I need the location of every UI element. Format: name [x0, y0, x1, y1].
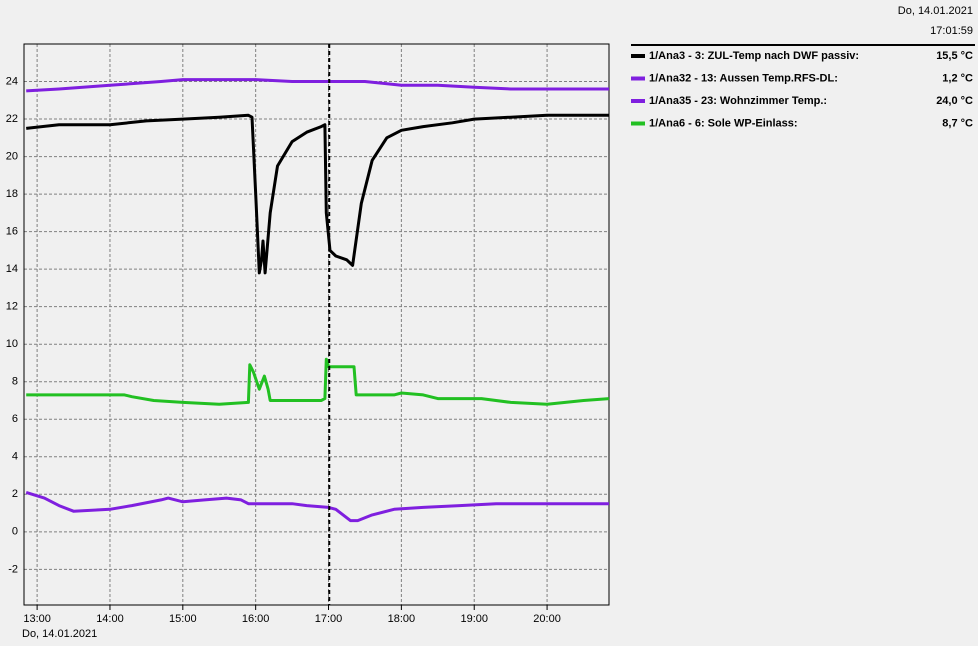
y-tick-label: 16: [6, 226, 18, 238]
x-tick-label: 17:00: [315, 613, 343, 625]
y-tick-label: 0: [12, 526, 18, 538]
header-date: Do, 14.01.2021: [898, 5, 973, 17]
legend-value: 24,0 °C: [936, 95, 973, 107]
series-line: [26, 78, 609, 93]
x-tick-label: 18:00: [388, 613, 416, 625]
legend-value: 15,5 °C: [936, 50, 973, 62]
series-line: [26, 113, 609, 275]
y-tick-label: 10: [6, 338, 18, 350]
x-tick-label: 14:00: [96, 613, 124, 625]
x-tick-label: 16:00: [242, 613, 270, 625]
y-tick-label: 22: [6, 113, 18, 125]
y-tick-label: -2: [8, 563, 18, 575]
header-time: 17:01:59: [930, 25, 973, 37]
legend-value: 1,2 °C: [942, 72, 973, 84]
legend-label: 1/Ana3 - 3: ZUL-Temp nach DWF passiv:: [649, 50, 859, 62]
x-axis-label: Do, 14.01.2021: [22, 628, 97, 640]
x-tick-label: 15:00: [169, 613, 197, 625]
legend-label: 1/Ana32 - 13: Aussen Temp.RFS-DL:: [649, 72, 838, 84]
x-tick-label: 20:00: [533, 613, 561, 625]
legend-label: 1/Ana6 - 6: Sole WP-Einlass:: [649, 117, 798, 129]
y-tick-label: 20: [6, 150, 18, 162]
y-tick-label: 8: [12, 376, 18, 388]
y-tick-label: 6: [12, 413, 18, 425]
y-tick-label: 14: [6, 263, 18, 275]
y-tick-label: 2: [12, 488, 18, 500]
plot-frame: [23, 43, 610, 606]
y-tick-label: 24: [6, 75, 18, 87]
x-tick-label: 13:00: [23, 613, 51, 625]
series-line: [26, 357, 610, 406]
y-tick-label: 4: [12, 451, 18, 463]
x-tick-label: 19:00: [460, 613, 488, 625]
series-line: [25, 490, 609, 523]
y-tick-label: 18: [6, 188, 18, 200]
legend-value: 8,7 °C: [942, 117, 973, 129]
legend-label: 1/Ana35 - 23: Wohnzimmer Temp.:: [649, 95, 827, 107]
y-tick-label: 12: [6, 301, 18, 313]
